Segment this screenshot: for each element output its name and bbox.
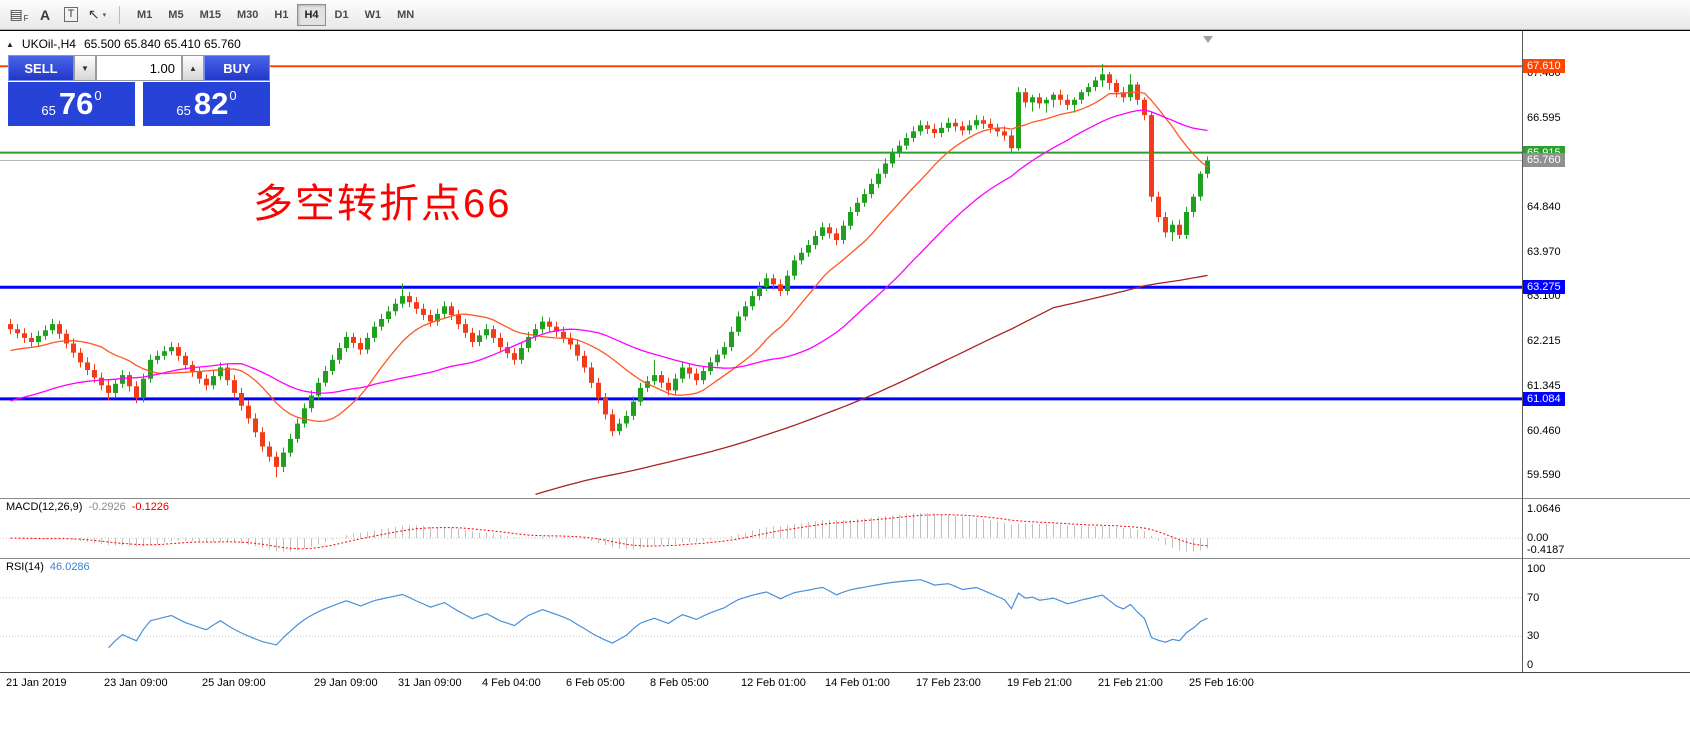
timeframe-d1-button[interactable]: D1 — [334, 8, 349, 21]
toolbar-separator — [119, 5, 120, 24]
chart-properties-icon[interactable]: ▤ F — [9, 6, 29, 23]
time-axis-line — [0, 672, 1690, 673]
time-axis-label: 23 Jan 09:00 — [104, 677, 168, 689]
time-axis-label: 17 Feb 23:00 — [916, 677, 981, 689]
price-badge-61.084: 61.084 — [1523, 391, 1565, 406]
time-axis-label: 6 Feb 05:00 — [566, 677, 625, 689]
timeframe-m30-button[interactable]: M30 — [236, 8, 259, 21]
buy-price-display[interactable]: 65 82 0 — [143, 82, 270, 126]
price-badge-65.760: 65.760 — [1523, 153, 1565, 168]
chart-window: ▲ UKOil-,H4 65.500 65.840 65.410 65.760 … — [0, 30, 1690, 755]
macd-signal-value: -0.1226 — [131, 501, 170, 513]
time-axis-label: 21 Feb 21:00 — [1098, 677, 1163, 689]
rsi-indicator-label: RSI(14) 46.0286 — [6, 561, 90, 573]
macd-axis-label: 0.00 — [1527, 532, 1549, 545]
time-axis-label: 14 Feb 01:00 — [825, 677, 890, 689]
sell-price-handle: 65 — [41, 103, 56, 118]
time-axis-label: 25 Feb 16:00 — [1189, 677, 1254, 689]
time-axis-label: 25 Jan 09:00 — [202, 677, 266, 689]
panel-splitter[interactable] — [0, 558, 1690, 559]
panel-splitter[interactable] — [0, 498, 1690, 499]
rsi-line — [108, 579, 1208, 649]
buy-price-handle: 65 — [176, 103, 191, 118]
timeframe-mn-button[interactable]: MN — [397, 8, 415, 21]
price-axis-label: 61.345 — [1527, 379, 1561, 392]
caret-up-icon: ▲ — [189, 63, 197, 73]
time-axis-label: 31 Jan 09:00 — [398, 677, 462, 689]
time-axis-label: 12 Feb 01:00 — [741, 677, 806, 689]
rsi-axis-label: 100 — [1527, 563, 1546, 575]
macd-axis-label: -0.4187 — [1527, 543, 1565, 556]
macd-name: MACD(12,26,9) — [6, 501, 83, 513]
time-axis-label: 29 Jan 09:00 — [314, 677, 378, 689]
ma-slow-line[interactable] — [535, 274, 1208, 496]
timeframe-h1-button[interactable]: H1 — [274, 8, 289, 21]
rsi-name: RSI(14) — [6, 561, 44, 573]
volume-decrease-button[interactable]: ▼ — [74, 55, 96, 81]
rsi-axis-label: 70 — [1527, 591, 1540, 604]
price-gap — [135, 82, 143, 126]
timeframe-w1-button[interactable]: W1 — [364, 8, 382, 21]
sell-price-main: 76 — [58, 86, 94, 121]
volume-input[interactable] — [96, 55, 182, 81]
ma-fast-line[interactable] — [10, 91, 1208, 423]
sell-price-display[interactable]: 65 76 0 — [8, 82, 135, 126]
ma-medium-line[interactable] — [10, 109, 1208, 402]
main-chart-svg[interactable] — [0, 32, 1690, 498]
drawing-tools-group: ▤ F A T ↖ ▾ — [6, 4, 110, 26]
timeframe-m5-button[interactable]: M5 — [168, 8, 184, 21]
ohlc-values: 65.500 65.840 65.410 65.760 — [83, 37, 241, 51]
text-annotation-icon[interactable]: A — [39, 6, 51, 23]
timeframe-h4-button[interactable]: H4 — [297, 3, 326, 26]
sell-button[interactable]: SELL — [8, 55, 74, 81]
price-axis-label: 60.460 — [1527, 424, 1561, 437]
text-label-icon[interactable]: T — [58, 4, 84, 26]
timeframe-m1-button[interactable]: M1 — [137, 8, 153, 21]
price-axis-label: 66.595 — [1527, 111, 1561, 124]
price-axis-label: 59.590 — [1527, 469, 1561, 482]
time-axis-label: 19 Feb 21:00 — [1007, 677, 1072, 689]
macd-indicator-label: MACD(12,26,9) -0.2926 -0.1226 — [6, 501, 169, 513]
time-axis-label: 8 Feb 05:00 — [650, 677, 709, 689]
chart-shift-marker-icon[interactable] — [1203, 36, 1213, 43]
macd-panel-svg[interactable] — [0, 499, 1690, 558]
macd-signal-line — [10, 514, 1208, 550]
rsi-panel-svg[interactable] — [0, 559, 1690, 672]
symbol-period-label: UKOil-,H4 — [21, 37, 76, 51]
price-axis-line — [1522, 31, 1523, 672]
chart-annotation-text: 多空转折点66 — [253, 182, 512, 226]
buy-price-pip: 0 — [229, 88, 237, 103]
volume-increase-button[interactable]: ▲ — [182, 55, 204, 81]
price-badge-63.275: 63.275 — [1523, 280, 1565, 295]
time-axis-label: 4 Feb 04:00 — [482, 677, 541, 689]
macd-axis-label: 1.0646 — [1527, 502, 1561, 515]
timeframe-buttons-group: M1 M5 M15 M30 H1 H4 D1 W1 MN — [129, 3, 422, 26]
price-axis-label: 62.215 — [1527, 335, 1561, 348]
toolbar: ▤ F A T ↖ ▾ M1 M5 M15 M30 H1 H4 D1 W1 MN — [0, 0, 1690, 30]
buy-price-main: 82 — [193, 86, 229, 121]
macd-value: -0.2926 — [88, 501, 126, 513]
buy-button[interactable]: BUY — [204, 55, 270, 81]
price-axis-label: 64.840 — [1527, 201, 1561, 214]
time-axis-label: 21 Jan 2019 — [6, 677, 67, 689]
price-axis-label: 63.970 — [1527, 245, 1561, 258]
timeframe-m15-button[interactable]: M15 — [199, 8, 221, 21]
caret-down-icon: ▼ — [81, 63, 89, 73]
sell-price-pip: 0 — [94, 88, 102, 103]
rsi-axis-label: 30 — [1527, 630, 1540, 643]
rsi-value: 46.0286 — [49, 561, 90, 573]
rsi-axis-label: 0 — [1527, 659, 1534, 671]
chart-title: ▲ UKOil-,H4 65.500 65.840 65.410 65.760 — [6, 37, 241, 51]
crosshair-tool-icon[interactable]: ↖ ▾ — [87, 6, 107, 22]
trade-panel-collapse-icon[interactable]: ▲ — [6, 39, 14, 49]
price-badge-67.610: 67.610 — [1523, 59, 1565, 74]
